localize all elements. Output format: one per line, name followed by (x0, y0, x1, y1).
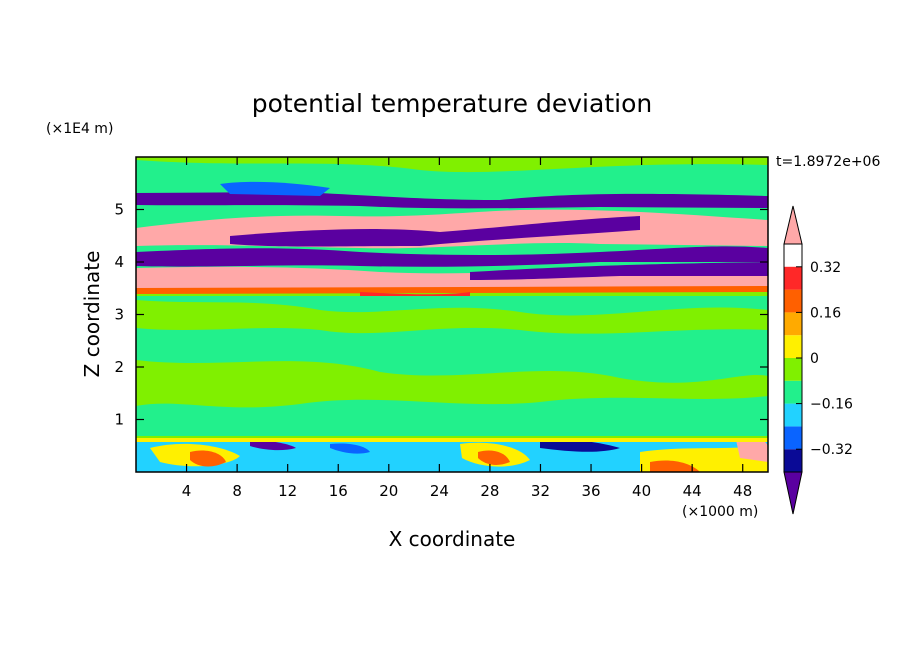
x-tick-label: 44 (683, 482, 702, 500)
purple-band-lower (470, 262, 768, 280)
x-tick-label: 28 (480, 482, 499, 500)
colorbar-tick-label: 0.32 (810, 260, 841, 276)
time-label: t=1.8972e+06 (776, 154, 880, 170)
y-tick-label: 2 (114, 358, 124, 376)
x-tick-label: 40 (632, 482, 651, 500)
colorbar-swatch (784, 449, 802, 472)
colorbar-swatch (784, 358, 802, 381)
purple-band-5 (136, 192, 768, 209)
y-axis-label: Z coordinate (80, 251, 104, 378)
surface-cold-patch-1 (250, 440, 296, 451)
colorbar: 0.32 0.16 0 −0.16 −0.32 (783, 205, 853, 515)
middle-warm-patches (136, 300, 768, 334)
y-tick-label: 1 (114, 411, 124, 429)
surface-boundary (136, 438, 768, 442)
surface-warm-patch-7 (736, 438, 768, 462)
warm-edge-1 (136, 286, 768, 294)
x-tick-label: 20 (379, 482, 398, 500)
x-tick-label: 12 (278, 482, 297, 500)
colorbar-swatch (784, 289, 802, 313)
colorbar-swatch (784, 403, 802, 427)
x-tick-label: 4 (182, 482, 192, 500)
surface-warm-patch-4 (478, 450, 510, 465)
surface-cold-patch-2 (540, 439, 620, 452)
colorbar-tick-label: 0 (810, 351, 819, 367)
colorbar-swatch (784, 312, 802, 336)
x-axis-label: X coordinate (389, 527, 516, 551)
colorbar-tick-label: −0.16 (810, 397, 853, 413)
colorbar-swatch (784, 426, 802, 450)
x-tick-label: 8 (232, 482, 242, 500)
x-unit-label: (×1000 m) (682, 504, 758, 520)
colorbar-tick-label: −0.32 (810, 442, 853, 458)
y-tick-label: 3 (114, 306, 124, 324)
x-tick-label: 36 (581, 482, 600, 500)
y-axis: 1 2 3 4 5 (114, 201, 768, 429)
x-tick-label: 48 (733, 482, 752, 500)
blue-patch-5 (220, 181, 330, 196)
y-tick-label: 4 (114, 253, 124, 271)
x-axis: 4 8 12 16 20 24 28 32 36 40 44 48 (182, 157, 752, 500)
y-tick-label: 5 (114, 201, 124, 219)
chart-title: potential temperature deviation (252, 89, 652, 118)
colorbar-extend-low (783, 471, 803, 515)
warm-edge-2 (360, 292, 470, 296)
plot-area (136, 157, 768, 472)
colorbar-extend-high (783, 205, 803, 245)
x-tick-label: 16 (329, 482, 348, 500)
surface-warm-patch-2 (190, 450, 226, 467)
colorbar-swatch (784, 266, 802, 290)
colorbar-swatch (784, 335, 802, 358)
x-tick-label: 32 (531, 482, 550, 500)
surface-cold-patch-3 (330, 443, 370, 454)
purple-band-4 (136, 246, 768, 267)
middle-warm-patches-2 (136, 360, 768, 408)
purple-band-upper (230, 216, 640, 247)
colorbar-swatch (784, 380, 802, 404)
y-unit-label: (×1E4 m) (46, 121, 113, 137)
surface-warm-patch-6 (650, 460, 700, 472)
colorbar-tick-label: 0.16 (810, 305, 841, 321)
x-tick-label: 24 (430, 482, 449, 500)
